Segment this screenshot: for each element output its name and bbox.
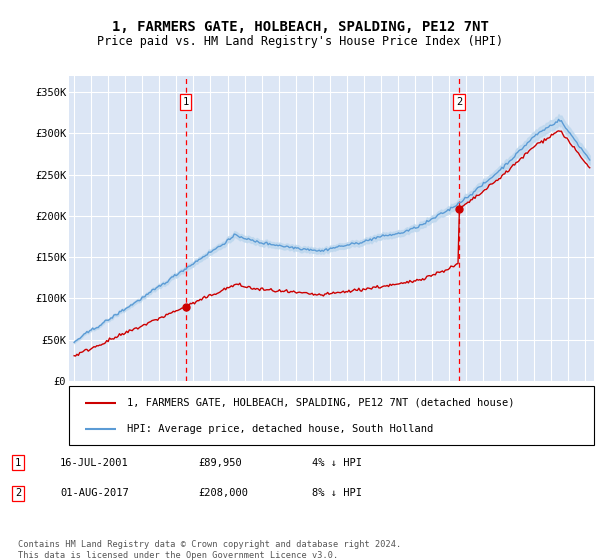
- Text: 8% ↓ HPI: 8% ↓ HPI: [312, 488, 362, 498]
- Text: 2: 2: [15, 488, 21, 498]
- Text: 01-AUG-2017: 01-AUG-2017: [60, 488, 129, 498]
- Text: 1: 1: [182, 97, 189, 107]
- Text: 2: 2: [456, 97, 462, 107]
- Text: £89,950: £89,950: [198, 458, 242, 468]
- Text: 1, FARMERS GATE, HOLBEACH, SPALDING, PE12 7NT (detached house): 1, FARMERS GATE, HOLBEACH, SPALDING, PE1…: [127, 398, 514, 408]
- Text: 1: 1: [15, 458, 21, 468]
- Text: 1, FARMERS GATE, HOLBEACH, SPALDING, PE12 7NT: 1, FARMERS GATE, HOLBEACH, SPALDING, PE1…: [112, 20, 488, 34]
- Text: £208,000: £208,000: [198, 488, 248, 498]
- Text: Contains HM Land Registry data © Crown copyright and database right 2024.
This d: Contains HM Land Registry data © Crown c…: [18, 540, 401, 560]
- FancyBboxPatch shape: [69, 386, 594, 445]
- Text: HPI: Average price, detached house, South Holland: HPI: Average price, detached house, Sout…: [127, 424, 433, 434]
- Text: 16-JUL-2001: 16-JUL-2001: [60, 458, 129, 468]
- Text: 4% ↓ HPI: 4% ↓ HPI: [312, 458, 362, 468]
- Text: Price paid vs. HM Land Registry's House Price Index (HPI): Price paid vs. HM Land Registry's House …: [97, 35, 503, 48]
